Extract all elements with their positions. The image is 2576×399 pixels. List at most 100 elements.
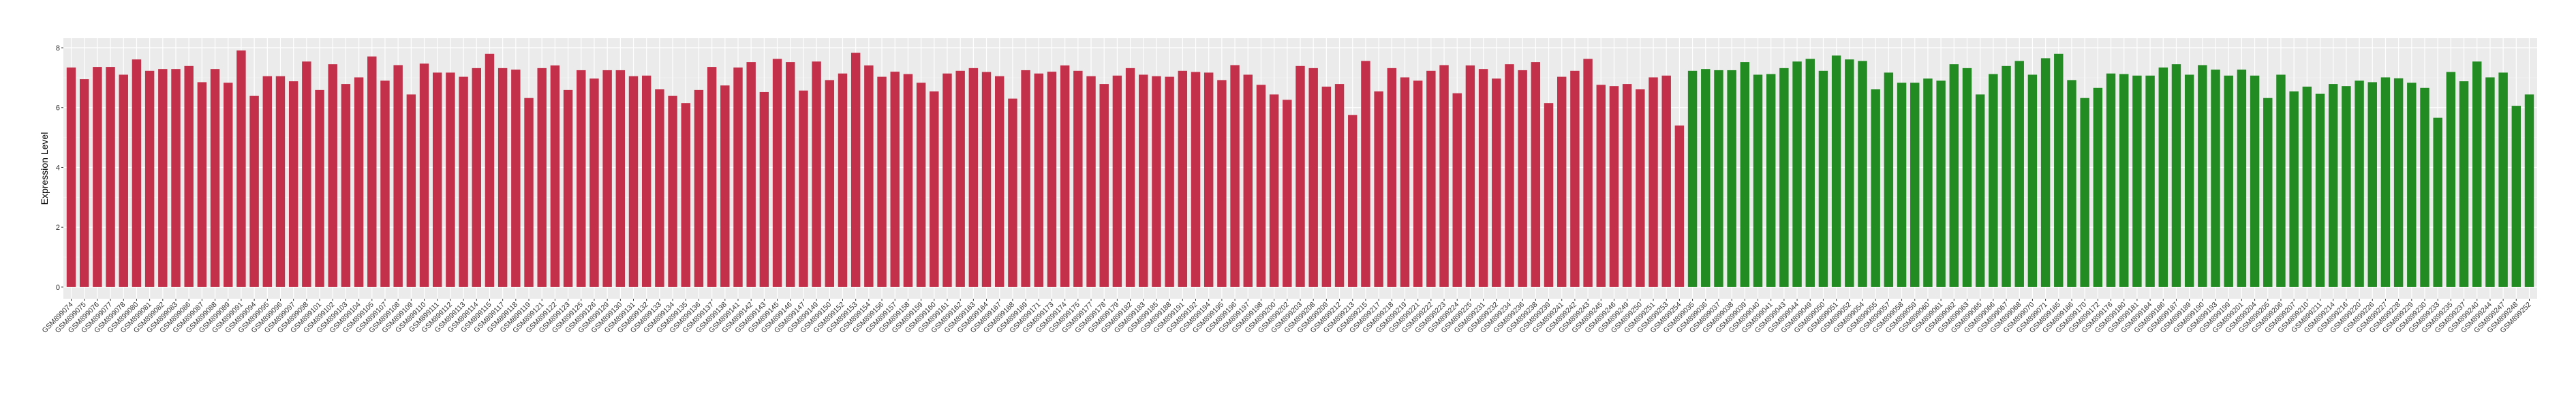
- bar: [1217, 80, 1227, 287]
- bar: [1047, 72, 1057, 287]
- bar: [720, 85, 730, 287]
- bar: [1936, 80, 1946, 287]
- bar: [1714, 70, 1723, 287]
- bar: [1492, 78, 1501, 287]
- bar: [1622, 84, 1632, 287]
- bar: [733, 67, 743, 287]
- bar: [1596, 85, 1606, 287]
- bar: [694, 89, 704, 287]
- bar: [1086, 76, 1096, 287]
- bar: [2237, 70, 2247, 287]
- bar: [550, 65, 560, 287]
- bar: [2014, 61, 2024, 287]
- bar: [1531, 62, 1541, 287]
- bar: [707, 67, 717, 287]
- bar: [1400, 77, 1410, 287]
- bar: [2289, 91, 2299, 287]
- bar: [1348, 115, 1358, 287]
- bar: [1766, 74, 1776, 287]
- bar: [171, 69, 181, 287]
- bar: [2224, 75, 2233, 287]
- bar: [903, 74, 913, 287]
- y-tick-label: 0: [56, 284, 60, 292]
- y-axis: 0 2 4 6 8: [56, 44, 63, 292]
- bar: [1845, 59, 1854, 287]
- bar: [864, 65, 874, 287]
- bar: [1910, 83, 1920, 287]
- bar: [1661, 75, 1671, 287]
- bar: [602, 70, 612, 287]
- bar: [1008, 98, 1017, 287]
- bar: [825, 80, 835, 287]
- bar: [1544, 103, 1554, 287]
- bar: [2093, 87, 2103, 287]
- bar: [2446, 72, 2456, 287]
- y-tick-label: 8: [56, 44, 60, 53]
- bar: [1687, 70, 1698, 287]
- bar: [1426, 70, 1436, 287]
- bar: [877, 76, 887, 287]
- bar: [2054, 53, 2064, 287]
- bar: [981, 72, 992, 287]
- bar: [1923, 78, 1933, 287]
- bar: [641, 75, 651, 287]
- bar: [119, 74, 128, 287]
- bar: [2485, 77, 2495, 287]
- bar: [2367, 82, 2377, 287]
- bar: [2002, 65, 2011, 287]
- bar: [1858, 61, 1867, 287]
- bar: [354, 77, 364, 287]
- bar: [93, 67, 102, 287]
- bar: [511, 70, 521, 287]
- bar: [2524, 94, 2534, 287]
- bar: [563, 89, 573, 287]
- bar: [2380, 77, 2391, 287]
- bar: [2119, 74, 2129, 287]
- bar: [1779, 68, 1789, 287]
- bar: [236, 50, 246, 287]
- bar: [1897, 83, 1907, 287]
- bar: [485, 53, 495, 287]
- bar: [1256, 85, 1266, 287]
- bar: [1636, 89, 1645, 287]
- bar: [367, 56, 377, 287]
- bar: [1701, 69, 1711, 287]
- bar: [315, 89, 324, 287]
- bar: [1818, 70, 1828, 287]
- bar: [1165, 76, 1174, 287]
- bar: [66, 67, 76, 287]
- bar: [577, 70, 586, 287]
- bar: [746, 62, 756, 287]
- bar: [2342, 86, 2351, 287]
- bar: [1884, 72, 1894, 287]
- bar: [1505, 64, 1514, 287]
- bar: [1308, 68, 1318, 287]
- bar: [1989, 74, 1998, 287]
- bar: [1295, 65, 1305, 287]
- bar: [655, 89, 664, 287]
- bar: [2027, 74, 2038, 287]
- bar: [1805, 59, 1815, 287]
- bar: [955, 70, 965, 287]
- bar: [1962, 68, 1972, 287]
- bar: [537, 68, 547, 287]
- bar: [446, 72, 455, 287]
- bar: [1831, 55, 1841, 287]
- bar: [2472, 61, 2482, 287]
- bar: [759, 91, 769, 287]
- bar: [341, 84, 351, 287]
- bar: [850, 53, 861, 287]
- bar: [1034, 73, 1043, 287]
- bar: [1021, 70, 1030, 287]
- bar: [2106, 73, 2116, 287]
- bar: [615, 70, 626, 287]
- bar: [106, 67, 115, 287]
- x-axis: GSM899074GSM899075GSM899076GSM899077GSM8…: [40, 299, 2533, 335]
- bar: [1099, 84, 1109, 287]
- bar: [144, 70, 155, 287]
- y-tick-label: 4: [56, 164, 60, 172]
- bar: [2393, 78, 2404, 287]
- bar: [79, 79, 89, 287]
- bar: [1283, 100, 1292, 287]
- bar: [2132, 75, 2142, 287]
